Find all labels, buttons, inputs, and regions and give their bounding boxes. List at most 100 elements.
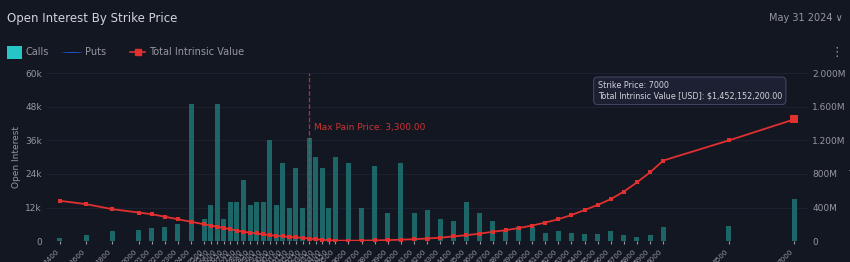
Text: ⋮: ⋮ [830,46,843,59]
Bar [241,179,246,241]
Text: Calls: Calls [26,47,48,57]
Bar [399,163,404,241]
Bar [136,230,141,241]
Bar [792,199,797,241]
Bar [293,238,298,241]
Bar [425,210,429,241]
Bar [7,46,22,59]
Bar [530,227,535,241]
Bar [215,236,220,241]
Bar [326,239,332,241]
Bar [333,157,337,241]
Bar [320,239,325,241]
Bar [57,238,62,241]
Bar [215,104,220,241]
Bar [208,205,213,241]
Bar [150,228,154,241]
Bar [57,240,62,241]
Bar [274,236,279,241]
Bar [326,208,332,241]
Bar [280,237,286,241]
Bar [83,238,88,241]
Bar [450,240,456,241]
Bar [464,240,469,241]
Bar [438,240,443,241]
Bar [189,231,194,241]
Bar [660,227,666,241]
Bar [411,213,416,241]
Y-axis label: Intrinsic Value at Expiration [USD]: Intrinsic Value at Expiration [USD] [848,92,850,223]
Bar [307,138,312,241]
Bar [175,224,180,241]
Bar [201,233,207,241]
Text: Max Pain Price: 3,300.00: Max Pain Price: 3,300.00 [314,123,426,132]
Bar [556,231,561,241]
Bar [228,202,233,241]
Bar [490,221,496,241]
Bar [582,234,587,241]
Bar [372,166,377,241]
Bar [247,237,252,241]
Bar [189,104,194,241]
Bar [221,219,226,241]
Bar [293,168,298,241]
Bar [425,240,429,241]
Bar [372,239,377,241]
Bar [320,168,325,241]
Bar [346,239,351,241]
Bar [162,227,167,241]
Text: Strike Price: 7000
Total Intrinsic Value [USD]: $1,452,152,200.00: Strike Price: 7000 Total Intrinsic Value… [598,81,782,101]
Bar [313,238,318,241]
Bar [267,140,272,241]
Bar [313,157,318,241]
Bar [110,237,115,241]
Bar [438,219,443,241]
Bar [228,233,233,241]
Bar [385,240,390,241]
Circle shape [62,52,82,53]
Bar [235,234,240,241]
Bar [280,163,286,241]
Bar [569,233,574,241]
Bar [609,231,613,241]
Bar [261,237,266,241]
Bar [346,163,351,241]
Bar [287,237,292,241]
Bar [162,231,167,241]
Bar [399,239,404,241]
Bar [517,227,521,241]
Text: May 31 2024 ∨: May 31 2024 ∨ [769,13,843,23]
Bar [287,208,292,241]
Bar [254,202,259,241]
Y-axis label: Open Interest: Open Interest [12,126,21,188]
Bar [175,230,180,241]
Bar [150,233,154,241]
Bar [464,202,469,241]
Bar [300,238,305,241]
Bar [542,233,547,241]
Bar [208,234,213,241]
Bar [300,208,305,241]
Bar [241,236,246,241]
Bar [254,236,259,241]
Bar [648,236,653,241]
Text: Total Intrinsic Value: Total Intrinsic Value [149,47,244,57]
Bar [411,240,416,241]
Bar [307,238,312,241]
Bar [503,230,508,241]
Bar [359,239,364,241]
Text: Puts: Puts [85,47,106,57]
Bar [385,213,390,241]
Text: Open Interest By Strike Price: Open Interest By Strike Price [7,12,177,25]
Bar [83,236,88,241]
Bar [247,205,252,241]
Bar [477,213,482,241]
Bar [267,236,272,241]
Bar [201,219,207,241]
Bar [110,231,115,241]
Bar [621,236,626,241]
Bar [274,205,279,241]
Bar [634,237,639,241]
Bar [221,234,226,241]
Bar [136,234,141,241]
